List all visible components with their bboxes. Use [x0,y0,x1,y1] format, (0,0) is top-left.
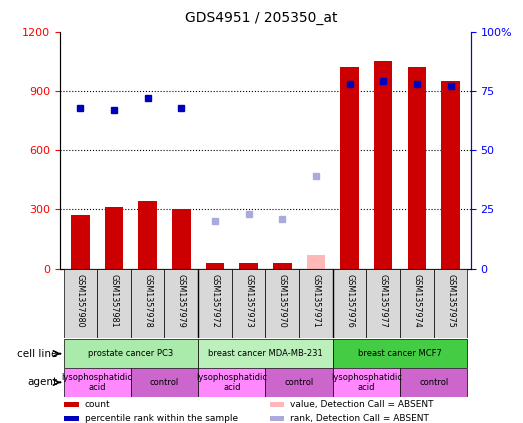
Bar [172,209,190,269]
Text: control: control [285,378,314,387]
Text: lysophosphatidic
acid: lysophosphatidic acid [196,373,267,392]
Bar [269,416,284,421]
Bar [400,368,468,397]
Bar [206,263,224,269]
Bar [97,269,131,338]
Bar [105,207,123,269]
Text: GSM1357974: GSM1357974 [412,274,422,328]
Text: GSM1357980: GSM1357980 [76,274,85,328]
Bar [131,269,164,338]
Text: agent: agent [27,377,58,387]
Bar [434,269,468,338]
Bar [306,255,325,269]
Bar [63,368,131,397]
Text: GSM1357970: GSM1357970 [278,274,287,328]
Bar [63,269,97,338]
Bar [64,402,78,407]
Bar [198,368,266,397]
Text: control: control [150,378,179,387]
Text: GSM1357975: GSM1357975 [446,274,455,328]
Text: lysophosphatidic
acid: lysophosphatidic acid [62,373,133,392]
Bar [374,61,392,269]
Text: GSM1357973: GSM1357973 [244,274,253,328]
Text: count: count [85,400,110,409]
Bar [164,269,198,338]
Bar [64,416,78,421]
Text: rank, Detection Call = ABSENT: rank, Detection Call = ABSENT [290,414,429,423]
Bar [333,269,367,338]
Text: GSM1357979: GSM1357979 [177,274,186,328]
Bar [333,339,468,368]
Bar [340,67,359,269]
Text: GSM1357977: GSM1357977 [379,274,388,328]
Text: breast cancer MDA-MB-231: breast cancer MDA-MB-231 [208,349,323,358]
Bar [333,368,400,397]
Bar [63,339,198,368]
Text: GSM1357972: GSM1357972 [210,274,220,328]
Bar [198,269,232,338]
Bar [441,81,460,269]
Text: breast cancer MCF7: breast cancer MCF7 [358,349,442,358]
Bar [273,263,291,269]
Bar [400,269,434,338]
Bar [367,269,400,338]
Bar [131,368,198,397]
Text: GSM1357976: GSM1357976 [345,274,354,328]
Bar [198,339,333,368]
Text: lysophosphatidic
acid: lysophosphatidic acid [331,373,402,392]
Text: GSM1357971: GSM1357971 [311,274,321,328]
Bar [407,67,426,269]
Text: control: control [419,378,448,387]
Bar [232,269,266,338]
Text: value, Detection Call = ABSENT: value, Detection Call = ABSENT [290,400,434,409]
Bar [71,215,89,269]
Bar [139,201,157,269]
Bar [240,263,258,269]
Bar [266,269,299,338]
Text: cell line: cell line [17,349,58,359]
Text: GDS4951 / 205350_at: GDS4951 / 205350_at [185,11,338,25]
Text: percentile rank within the sample: percentile rank within the sample [85,414,238,423]
Text: GSM1357981: GSM1357981 [109,274,119,328]
Bar [269,402,284,407]
Text: prostate cancer PC3: prostate cancer PC3 [88,349,174,358]
Text: GSM1357978: GSM1357978 [143,274,152,328]
Bar [299,269,333,338]
Bar [266,368,333,397]
